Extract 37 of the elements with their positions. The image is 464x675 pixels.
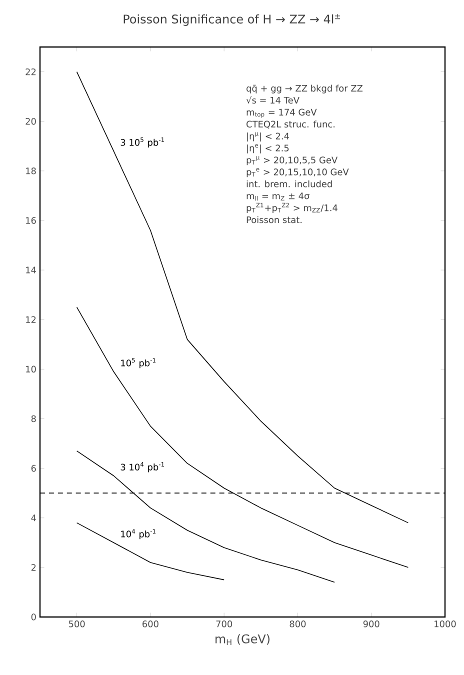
series-label: 10$^{4}$ pb$^{-1}$ <box>121 529 156 540</box>
y-tick-label: 20 <box>26 118 36 125</box>
x-tick-label: 600 <box>142 620 158 628</box>
series-label: 10$^{5}$ pb$^{-1}$ <box>121 358 156 368</box>
x-tick-label: 800 <box>290 620 306 628</box>
y-tick-label: 4 <box>31 514 36 522</box>
annotation: Poisson stat. <box>246 216 302 224</box>
y-tick-label: 10 <box>26 366 36 373</box>
y-tick-label: 22 <box>26 68 36 76</box>
annotation: CTEQ2L struc. func. <box>246 120 335 129</box>
y-tick-label: 16 <box>26 217 36 224</box>
x-tick-label: 700 <box>216 620 232 628</box>
annotation: p$_{T}$$^{μ}$ > 20,10,5,5 GeV <box>246 156 338 166</box>
text: p$_{T}$$^{Z1}$+p$_{T}$$^{Z2}$ > m$_{ZZ}$/1.4 <box>246 202 338 213</box>
series-label: 3 10$^{4}$ pb$^{-1}$ <box>120 462 164 472</box>
series-label: 3 10$^{5}$ pb$^{-1}$ <box>120 138 164 148</box>
annotation: m$_{ll}$ = m$_{Z}$ ± 4σ <box>246 192 310 201</box>
annotation: |η$^{μ}$| < 2.4 <box>247 132 290 142</box>
x-tick-label: 900 <box>363 620 380 628</box>
x-tick-label: 500 <box>68 620 85 628</box>
y-tick-label: 8 <box>31 415 36 422</box>
y-tick-label: 18 <box>26 168 36 174</box>
annotation: int. brem. included <box>246 180 332 188</box>
line-series <box>76 522 224 580</box>
annotation: |η$^{e}$| < 2.5 <box>247 144 289 154</box>
annotation: √s = 14 TeV <box>246 96 300 104</box>
annotation: p$_{T}$$^{e}$ > 20,15,10,10 GeV <box>246 168 349 178</box>
y-tick-label: 6 <box>31 464 36 472</box>
x-axis-title: m$_{H}$ (GeV) <box>216 634 270 646</box>
y-tick-label: 0 <box>31 614 36 620</box>
y-tick-label: 2 <box>31 564 36 571</box>
y-tick-label: 12 <box>26 316 36 323</box>
annotation: m$_{top}$ = 174 GeV <box>246 108 317 118</box>
x-tick-label: 1000 <box>434 620 456 628</box>
y-tick-label: 14 <box>26 266 36 274</box>
chart-title: Poisson Significance of H → ZZ → 4l$^{±}$ <box>124 14 340 26</box>
annotation: qq̄ + gg → ZZ bkgd for ZZ <box>246 84 363 94</box>
